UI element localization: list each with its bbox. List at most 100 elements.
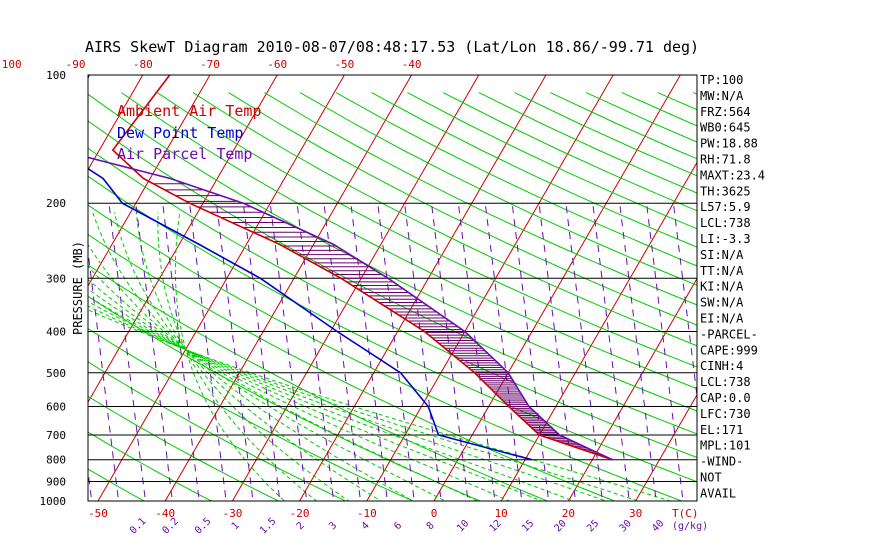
- sounding-index-label: MW:N/A: [700, 89, 744, 103]
- pressure-tick-label: 200: [46, 197, 66, 210]
- dry-adiabat-line: [442, 92, 697, 212]
- mixing-ratio-tick-label: 0.5: [193, 516, 214, 537]
- sounding-indices: TP:100 MW:N/A FRZ:564 WB0:645 PW:18.88 RH:71.…: [700, 73, 765, 500]
- sounding-index-label: NOT: [700, 471, 722, 485]
- moist-adiabat-line: [88, 295, 576, 501]
- mixing-ratio-tick-label: 1: [230, 520, 242, 532]
- mixing-ratio-tick-label: 40: [650, 518, 666, 534]
- sounding-index-label: KI:N/A: [700, 280, 744, 294]
- moist-adiabat-line: [88, 243, 447, 501]
- sounding-index-label: WB0:645: [700, 121, 751, 135]
- mixing-ratio-tick-label: 30: [618, 518, 634, 534]
- bottom-temperature-tick-label: -40: [155, 507, 175, 520]
- cape-hatch-layer: [153, 183, 606, 457]
- sounding-index-label: EL:171: [700, 423, 743, 437]
- moist-adiabat-line: [88, 305, 640, 501]
- dry-adiabat-line: [801, 93, 870, 510]
- sounding-index-label: RH:71.8: [700, 153, 751, 167]
- moist-adiabat-line: [92, 212, 415, 501]
- moist-adiabat-line: [135, 212, 350, 501]
- legend-dew-point-temp: Dew Point Temp: [117, 124, 243, 142]
- pressure-tick-label: 400: [46, 325, 66, 338]
- mixing-ratio-tick-label: 0.1: [128, 516, 149, 537]
- pressure-tick-label: 600: [46, 400, 66, 413]
- dry-adiabat-line: [88, 264, 549, 501]
- top-temperature-tick-label: -40: [402, 58, 422, 71]
- pressure-tick-label: 500: [46, 367, 66, 380]
- dry-adiabat-line: [88, 431, 213, 501]
- isotherm-line: [500, 161, 697, 501]
- sounding-index-label: MPL:101: [700, 439, 751, 453]
- sounding-index-label: FRZ:564: [700, 105, 751, 119]
- top-temperature-tick-label: -70: [200, 58, 220, 71]
- dry-adiabat-line: [299, 92, 697, 286]
- mixing-ratio-tick-label: 3: [327, 520, 339, 532]
- sounding-index-label: L57:5.9: [700, 200, 751, 214]
- grid-layer: [0, 66, 870, 511]
- dry-adiabat-line: [88, 233, 616, 501]
- pressure-tick-labels: 100 200 300 400 500 600 700 800 900 1000: [40, 69, 67, 508]
- top-temperature-tick-label: -50: [334, 58, 354, 71]
- sounding-index-label: LCL:738: [700, 375, 751, 389]
- mixing-ratio-tick-label: 10: [455, 518, 471, 534]
- isotherm-line: [88, 75, 278, 404]
- sounding-index-label: LI:-3.3: [700, 232, 751, 246]
- moist-adiabat-line: [174, 212, 286, 501]
- mixing-ratio-tick-label: 25: [585, 518, 601, 534]
- sounding-index-label: -PARCEL-: [700, 327, 758, 341]
- isotherm-line: [567, 277, 697, 501]
- mixing-ratio-tick-label: 2: [295, 520, 307, 532]
- bottom-temperature-tick-label: -30: [222, 507, 242, 520]
- sounding-index-label: TH:3625: [700, 184, 751, 198]
- temperature-unit-label: T(C): [672, 507, 699, 520]
- bottom-temperature-tick-label: -20: [290, 507, 310, 520]
- sounding-index-label: SI:N/A: [700, 248, 744, 262]
- pressure-tick-label: 300: [46, 272, 66, 285]
- mixing-ratio-tick-label: 20: [553, 518, 569, 534]
- air-parcel-temp-trace: [88, 156, 613, 461]
- moist-adiabat-line: [113, 212, 382, 501]
- sounding-index-label: TP:100: [700, 73, 743, 87]
- isotherm-line: [164, 75, 413, 501]
- bottom-temperature-tick-label: 20: [562, 507, 575, 520]
- sounding-index-label: CAP:0.0: [700, 391, 751, 405]
- moist-adiabat-line: [88, 265, 479, 501]
- bottom-temperature-tick-label: -10: [357, 507, 377, 520]
- dry-adiabat-line: [121, 92, 697, 390]
- sounding-index-label: SW:N/A: [700, 296, 744, 310]
- moist-adiabat-line: [157, 212, 318, 501]
- legend: Ambient Air Temp Dew Point Temp Air Parc…: [117, 102, 262, 163]
- pressure-tick-label: 700: [46, 429, 66, 442]
- bottom-temperature-ticks: -50 -40 -30 -20 -10 0 10 20 30: [88, 507, 642, 520]
- mixing-ratio-tick-label: 8: [425, 520, 437, 532]
- dry-adiabat-line: [371, 92, 697, 248]
- dry-adiabat-line: [264, 92, 697, 306]
- dry-adiabat-line: [88, 327, 415, 501]
- moist-adiabat-line: [88, 288, 543, 501]
- dry-adiabat-line: [88, 120, 697, 435]
- mixing-ratio-line: [754, 203, 792, 510]
- mixing-ratio-line: [1, 203, 39, 510]
- isotherm-line: [0, 66, 14, 511]
- bottom-temperature-tick-label: 0: [431, 507, 438, 520]
- bottom-temperature-tick-label: 30: [629, 507, 642, 520]
- dry-adiabat-line: [765, 93, 870, 510]
- dry-adiabat-line: [0, 93, 24, 510]
- chart-title: AIRS SkewT Diagram 2010-08-07/08:48:17.5…: [85, 38, 699, 56]
- top-temperature-tick-label: -60: [267, 58, 287, 71]
- mixing-ratio-tick-label: 4: [360, 520, 372, 532]
- mixing-ratio-unit-label: (g/kg): [672, 521, 708, 532]
- moist-adiabat-line: [88, 301, 608, 501]
- sounding-index-label: EI:N/A: [700, 312, 744, 326]
- mixing-ratio-line: [835, 203, 870, 510]
- mixing-ratio-line: [808, 203, 846, 510]
- isotherm-line: [88, 75, 211, 287]
- sounding-index-label: -WIND-: [700, 455, 743, 469]
- mixing-ratio-tick-label: 12: [488, 518, 504, 534]
- bottom-temperature-tick-label: 10: [495, 507, 508, 520]
- dry-adiabat-line: [156, 92, 697, 368]
- dry-adiabat-line: [228, 92, 697, 326]
- mixing-ratio-line: [538, 203, 577, 501]
- isotherm-line: [366, 75, 614, 501]
